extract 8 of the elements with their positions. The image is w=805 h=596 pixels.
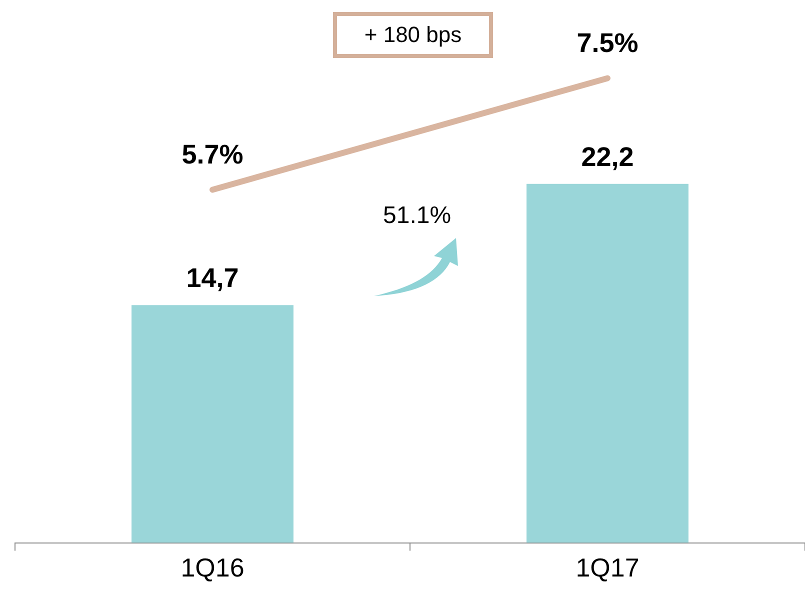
annotation: 51.1% [383, 202, 452, 230]
data-label: 5.7% [182, 140, 244, 170]
x-tick-label: 1Q17 [576, 552, 640, 583]
data-label: 14,7 [186, 263, 239, 294]
text: + 180 bps [333, 12, 493, 58]
data-label: 7.5% [576, 28, 638, 58]
data-label: 22,2 [581, 142, 634, 172]
x-tick-label: 1Q16 [180, 552, 244, 583]
